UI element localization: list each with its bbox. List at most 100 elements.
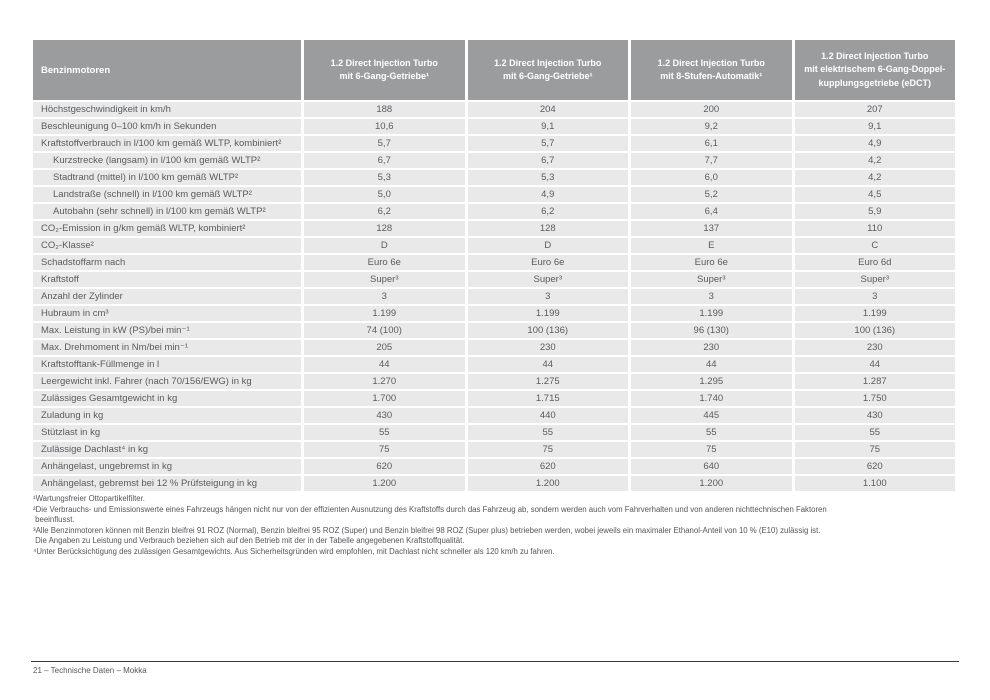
- cell-value: 205: [304, 340, 465, 355]
- cell-value: 75: [631, 442, 792, 457]
- footnote: ²Die Verbrauchs- und Emissionswerte eine…: [33, 504, 827, 525]
- table-row: Zuladung in kg 430 440 445 430: [33, 408, 955, 423]
- footnote: ¹Wartungsfreier Ottopartikelfilter.: [33, 494, 145, 503]
- cell-value: 1.200: [467, 476, 628, 491]
- table-row: Anhängelast, gebremst bei 12 % Prüfsteig…: [33, 476, 955, 491]
- cell-value: 4,9: [794, 136, 955, 151]
- cell-value: Euro 6e: [631, 255, 792, 270]
- row-label: Stützlast in kg: [33, 425, 301, 440]
- cell-value: 4,2: [794, 170, 955, 185]
- table-row: Kurzstrecke (langsam) in l/100 km gemäß …: [33, 153, 955, 168]
- cell-value: 1.200: [631, 476, 792, 491]
- cell-value: 55: [304, 425, 465, 440]
- cell-value: 5,7: [304, 136, 465, 151]
- cell-value: 10,6: [304, 119, 465, 134]
- cell-value: 1.287: [794, 374, 955, 389]
- table-row: Hubraum in cm³ 1.199 1.199 1.199 1.199: [33, 306, 955, 321]
- cell-value: 3: [631, 289, 792, 304]
- row-label: CO₂-Emission in g/km gemäß WLTP, kombini…: [33, 221, 301, 236]
- column-header-engine-3: 1.2 Direct Injection Turbo mit 8-Stufen-…: [631, 40, 792, 100]
- cell-value: 55: [467, 425, 628, 440]
- row-label: Höchstgeschwindigkeit in km/h: [33, 102, 301, 117]
- cell-value: 7,7: [631, 153, 792, 168]
- footnote: ⁴Unter Berücksichtigung des zulässigen G…: [33, 546, 555, 556]
- cell-value: 5,3: [304, 170, 465, 185]
- table-row: Max. Drehmoment in Nm/bei min⁻¹ 205 230 230…: [33, 340, 955, 355]
- cell-value: 620: [794, 459, 955, 474]
- cell-value: 75: [794, 442, 955, 457]
- cell-value: 188: [304, 102, 465, 117]
- table-row: Stadtrand (mittel) in l/100 km gemäß WLT…: [33, 170, 955, 185]
- cell-value: 100 (136): [794, 323, 955, 338]
- cell-value: 5,9: [794, 204, 955, 219]
- table-corner-label: Benzinmotoren: [33, 40, 301, 100]
- row-label: Kraftstoffverbrauch in l/100 km gemäß WL…: [33, 136, 301, 151]
- cell-value: 4,9: [467, 187, 628, 202]
- row-label: Zulässige Dachlast⁴ in kg: [33, 442, 301, 457]
- table-row: Zulässige Dachlast⁴ in kg 75 75 75 75: [33, 442, 955, 457]
- page-footer: 21 – Technische Daten – Mokka: [33, 666, 147, 675]
- cell-value: 4,5: [794, 187, 955, 202]
- cell-value: 6,7: [304, 153, 465, 168]
- cell-value: 3: [467, 289, 628, 304]
- cell-value: 44: [631, 357, 792, 372]
- cell-value: Super³: [467, 272, 628, 287]
- row-label: Landstraße (schnell) in l/100 km gemäß W…: [33, 187, 301, 202]
- cell-value: 6,7: [467, 153, 628, 168]
- cell-value: 430: [794, 408, 955, 423]
- cell-value: E: [631, 238, 792, 253]
- cell-value: 4,2: [794, 153, 955, 168]
- cell-value: 620: [304, 459, 465, 474]
- cell-value: 55: [631, 425, 792, 440]
- row-label: Anhängelast, gebremst bei 12 % Prüfsteig…: [33, 476, 301, 491]
- cell-value: 75: [304, 442, 465, 457]
- cell-value: D: [304, 238, 465, 253]
- cell-value: 5,7: [467, 136, 628, 151]
- row-label: Schadstoffarm nach: [33, 255, 301, 270]
- cell-value: 74 (100): [304, 323, 465, 338]
- cell-value: 96 (130): [631, 323, 792, 338]
- cell-value: 1.199: [794, 306, 955, 321]
- cell-value: 204: [467, 102, 628, 117]
- cell-value: 430: [304, 408, 465, 423]
- cell-value: Euro 6e: [304, 255, 465, 270]
- footnotes: ¹Wartungsfreier Ottopartikelfilter. ²Die …: [33, 494, 958, 558]
- cell-value: 1.750: [794, 391, 955, 406]
- cell-value: 440: [467, 408, 628, 423]
- cell-value: 1.275: [467, 374, 628, 389]
- column-header-engine-1: 1.2 Direct Injection Turbo mit 6-Gang-Ge…: [304, 40, 465, 100]
- cell-value: 6,0: [631, 170, 792, 185]
- cell-value: 128: [304, 221, 465, 236]
- cell-value: 9,1: [467, 119, 628, 134]
- cell-value: 5,3: [467, 170, 628, 185]
- cell-value: Super³: [304, 272, 465, 287]
- row-label: Max. Drehmoment in Nm/bei min⁻¹: [33, 340, 301, 355]
- row-label: Autobahn (sehr schnell) in l/100 km gemä…: [33, 204, 301, 219]
- row-label: Stadtrand (mittel) in l/100 km gemäß WLT…: [33, 170, 301, 185]
- row-label: Max. Leistung in kW (PS)/bei min⁻¹: [33, 323, 301, 338]
- table-row: Anhängelast, ungebremst in kg 620 620 640 62…: [33, 459, 955, 474]
- cell-value: 445: [631, 408, 792, 423]
- cell-value: 230: [467, 340, 628, 355]
- row-label: Kraftstofftank-Füllmenge in l: [33, 357, 301, 372]
- cell-value: 1.700: [304, 391, 465, 406]
- cell-value: Super³: [631, 272, 792, 287]
- cell-value: 44: [794, 357, 955, 372]
- column-header-engine-4: 1.2 Direct Injection Turbo mit elektrisc…: [794, 40, 955, 100]
- cell-value: 3: [794, 289, 955, 304]
- cell-value: 1.199: [304, 306, 465, 321]
- cell-value: 6,4: [631, 204, 792, 219]
- cell-value: 230: [631, 340, 792, 355]
- cell-value: 44: [304, 357, 465, 372]
- row-label: Leergewicht inkl. Fahrer (nach 70/156/EW…: [33, 374, 301, 389]
- table-row: Max. Leistung in kW (PS)/bei min⁻¹ 74 (10…: [33, 323, 955, 338]
- cell-value: 1.200: [304, 476, 465, 491]
- table-row: Kraftstoff Super³ Super³ Super³ Super³: [33, 272, 955, 287]
- row-label: Anhängelast, ungebremst in kg: [33, 459, 301, 474]
- cell-value: 640: [631, 459, 792, 474]
- table-row: Höchstgeschwindigkeit in km/h 188 204 200 20…: [33, 102, 955, 117]
- row-label: Anzahl der Zylinder: [33, 289, 301, 304]
- cell-value: 128: [467, 221, 628, 236]
- cell-value: 9,1: [794, 119, 955, 134]
- cell-value: 44: [467, 357, 628, 372]
